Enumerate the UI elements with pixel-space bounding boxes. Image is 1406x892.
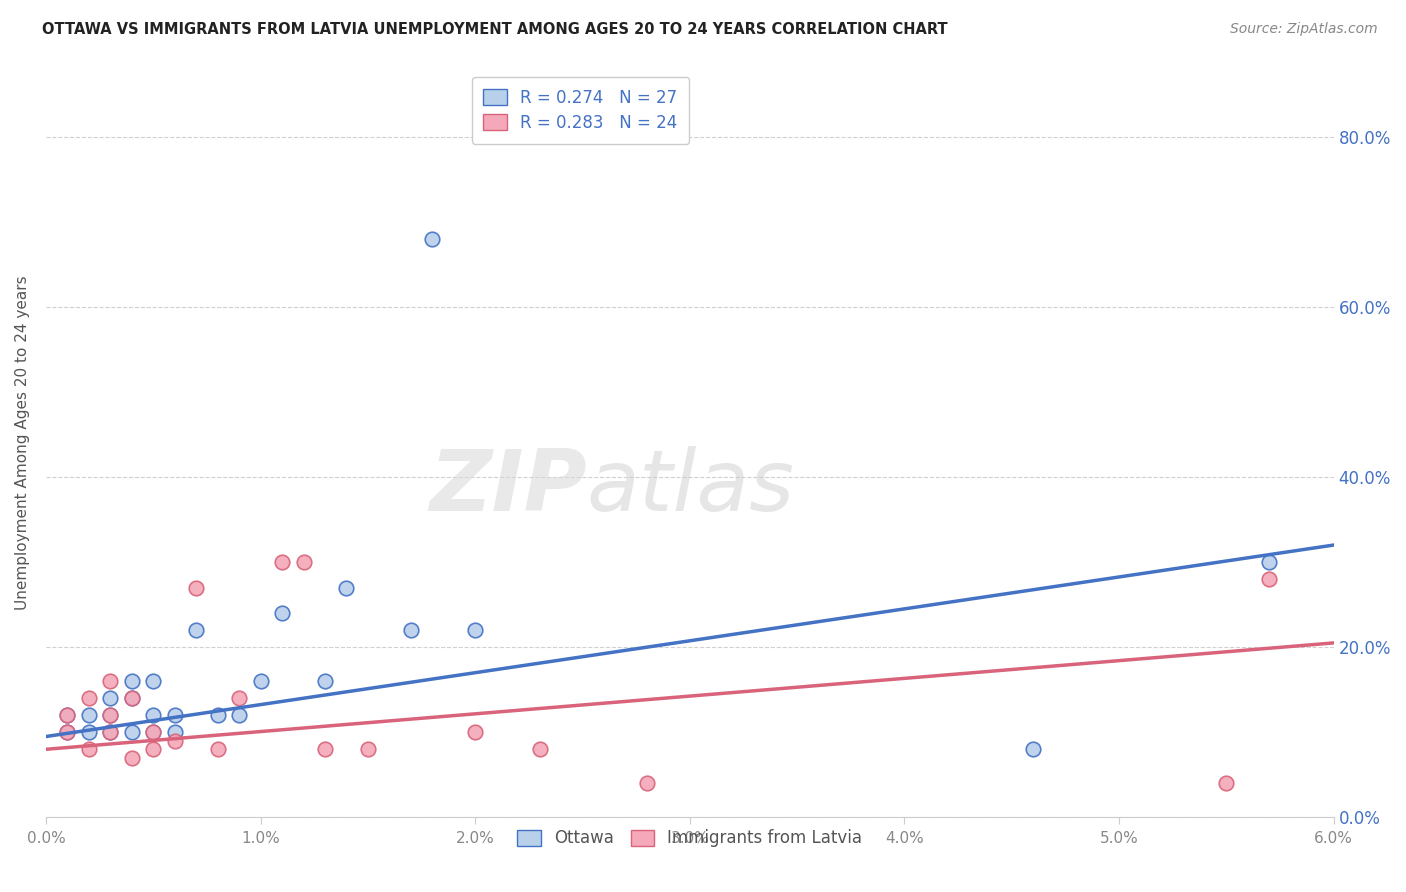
Point (98, 708, 121, 723)
Point (56, 708, 79, 723)
Point (1022, 742, 1045, 756)
Point (186, 623, 208, 637)
Point (186, 581, 208, 595)
Point (636, 776, 658, 790)
Point (163, 733, 186, 747)
Point (98, 725, 121, 739)
Point (98, 708, 121, 723)
Point (420, 232, 443, 246)
Point (335, 581, 357, 595)
Point (1258, 572, 1281, 586)
Point (56, 725, 79, 739)
Point (56, 708, 79, 723)
Point (1258, 555, 1281, 569)
Point (464, 623, 486, 637)
Point (163, 708, 186, 723)
Y-axis label: Unemployment Among Ages 20 to 24 years: Unemployment Among Ages 20 to 24 years (15, 276, 30, 610)
Text: ZIP: ZIP (429, 446, 586, 529)
Point (529, 742, 551, 756)
Point (399, 623, 422, 637)
Point (314, 742, 336, 756)
Text: Source: ZipAtlas.com: Source: ZipAtlas.com (1230, 22, 1378, 37)
Point (142, 674, 165, 689)
Point (163, 725, 186, 739)
Point (314, 674, 336, 689)
Point (271, 606, 294, 620)
Point (98, 725, 121, 739)
Point (357, 742, 380, 756)
Point (121, 691, 143, 706)
Point (77, 742, 100, 756)
Point (142, 725, 165, 739)
Point (56, 725, 79, 739)
Point (142, 725, 165, 739)
Point (77, 725, 100, 739)
Text: atlas: atlas (586, 446, 794, 529)
Legend: Ottawa, Immigrants from Latvia: Ottawa, Immigrants from Latvia (510, 822, 869, 854)
Point (77, 691, 100, 706)
Point (207, 742, 229, 756)
Point (249, 674, 271, 689)
Point (121, 691, 143, 706)
Point (207, 708, 229, 723)
Point (1215, 776, 1237, 790)
Point (121, 725, 143, 739)
Point (228, 691, 250, 706)
Point (121, 674, 143, 689)
Point (121, 751, 143, 765)
Point (98, 691, 121, 706)
Point (228, 708, 250, 723)
Point (292, 555, 315, 569)
Point (98, 674, 121, 689)
Point (464, 725, 486, 739)
Text: OTTAWA VS IMMIGRANTS FROM LATVIA UNEMPLOYMENT AMONG AGES 20 TO 24 YEARS CORRELAT: OTTAWA VS IMMIGRANTS FROM LATVIA UNEMPLO… (42, 22, 948, 37)
Point (142, 742, 165, 756)
Point (77, 708, 100, 723)
Point (142, 708, 165, 723)
Point (271, 555, 294, 569)
